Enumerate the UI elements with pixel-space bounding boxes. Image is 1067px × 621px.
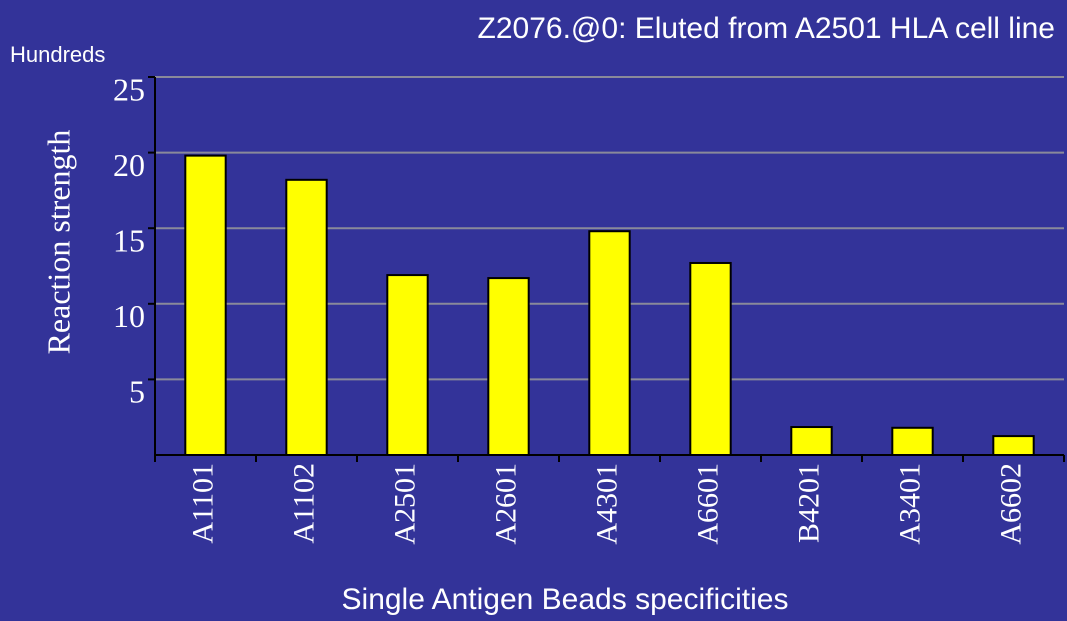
x-tick-label: A6601	[691, 463, 724, 545]
y-tick-label: 25	[113, 71, 145, 107]
bar	[184, 154, 227, 456]
y-axis-label: Reaction strength	[40, 130, 76, 355]
y-tick-label: 5	[129, 374, 145, 410]
x-tick-label: A1101	[186, 463, 219, 544]
bar	[487, 277, 530, 457]
bar	[891, 426, 934, 456]
bar	[285, 178, 328, 456]
y-tick-label: 20	[113, 147, 145, 183]
x-tick-label: A3401	[893, 463, 926, 545]
chart-title: Z2076.@0: Eluted from A2501 HLA cell lin…	[478, 12, 1055, 45]
bar	[790, 426, 833, 457]
x-tick-label: A2601	[489, 463, 522, 545]
x-tick-label: A1102	[287, 463, 320, 544]
x-tick-label: A2501	[388, 463, 421, 545]
x-axis-label: Single Antigen Beads specificities	[342, 583, 789, 616]
y-unit: Hundreds	[10, 42, 105, 67]
x-tick-label: A4301	[590, 463, 623, 545]
x-tick-label: A6602	[994, 463, 1027, 545]
bar	[386, 274, 429, 456]
bar	[588, 230, 631, 456]
y-tick-label: 15	[113, 223, 145, 259]
bar	[689, 261, 732, 457]
x-tick-label: B4201	[792, 463, 825, 543]
bar	[992, 435, 1035, 457]
y-tick-label: 10	[113, 298, 145, 334]
